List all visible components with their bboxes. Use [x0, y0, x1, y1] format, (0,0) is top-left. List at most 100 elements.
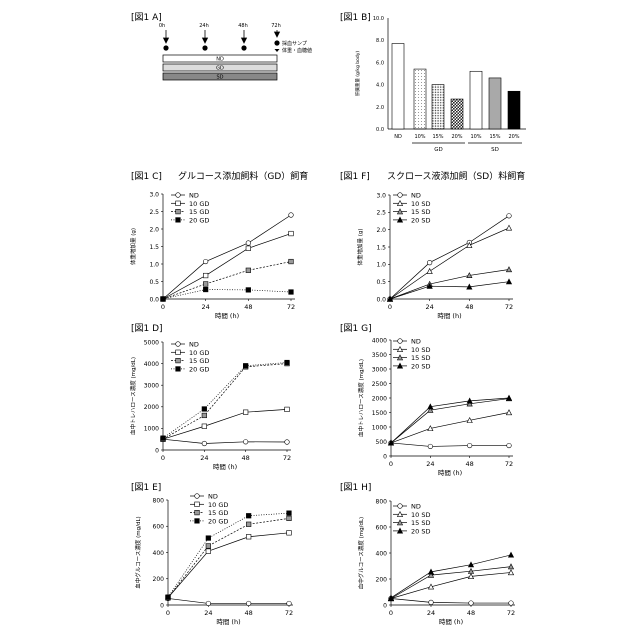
y-tick-label: 0	[383, 602, 387, 609]
data-point	[285, 440, 290, 445]
bar-sd-label: SD	[216, 75, 223, 81]
data-point	[287, 511, 292, 516]
panel-label-a: [図1 A]	[131, 12, 162, 23]
x-tick-label: 0	[166, 609, 170, 617]
legend-label: ND	[208, 493, 218, 501]
data-point	[506, 225, 511, 230]
x-tick-label: ND	[394, 134, 402, 140]
data-point	[246, 268, 251, 273]
data-point	[289, 259, 294, 264]
legend-label: 20 SD	[411, 527, 430, 535]
data-point	[161, 436, 166, 441]
data-point	[195, 502, 200, 507]
chart-e-glucose-gd: 02004006008000244872時間 (h)血中グルコース濃度 (mg/…	[134, 493, 293, 627]
y-tick-label: 1.5	[149, 244, 159, 251]
y-tick-label: 2000	[144, 404, 159, 411]
y-tick-label: 400	[153, 550, 165, 557]
y-tick-label: 800	[153, 497, 165, 504]
y-axis-label: 血中グルコース濃度 (mg/dL)	[134, 516, 142, 588]
data-point	[428, 444, 433, 449]
sampling-dots	[163, 40, 279, 50]
data-point	[246, 522, 251, 527]
x-tick-label: 24	[427, 609, 435, 617]
y-tick-label: 2000	[372, 395, 387, 402]
series-line	[390, 228, 509, 299]
y-tick-label: 0.0	[376, 127, 384, 133]
series-line	[163, 234, 291, 299]
x-tick-label: 0	[388, 303, 392, 311]
data-point	[195, 519, 200, 524]
data-point	[203, 287, 208, 292]
legend-label: ND	[411, 192, 421, 200]
panel-label-h: [図1 H]	[340, 482, 371, 493]
legend-label: 10 GD	[189, 200, 209, 208]
chart-h-glucose-sd: 02004006008000244872時間 (h)血中グルコース濃度 (mg/…	[357, 498, 515, 626]
data-point	[508, 570, 513, 575]
y-tick-label: 3.0	[149, 191, 159, 198]
x-tick-label: 15%	[489, 134, 500, 140]
legend-label: 15 SD	[411, 519, 430, 527]
legend-label: 10 GD	[208, 501, 228, 509]
y-tick-label: 2.0	[149, 226, 159, 233]
data-point	[507, 214, 512, 219]
y-tick-label: 3000	[144, 383, 159, 390]
x-tick-label: 24	[200, 454, 208, 462]
data-point	[246, 246, 251, 251]
series-line	[163, 439, 287, 443]
time-label-72h: 72h	[271, 23, 281, 29]
legend-label: 15 GD	[189, 208, 209, 216]
bar-gd-label: GD	[216, 66, 224, 72]
data-point	[206, 601, 211, 606]
time-arrows	[164, 30, 280, 43]
x-axis-label: 時間 (h)	[213, 463, 237, 471]
x-axis-label: 時間 (h)	[215, 312, 239, 320]
data-point	[246, 513, 251, 518]
data-point	[176, 350, 181, 355]
y-tick-label: 3.0	[376, 192, 386, 199]
data-point	[427, 260, 432, 265]
group-label: SD	[491, 147, 499, 153]
data-point	[398, 504, 403, 509]
data-point	[246, 288, 251, 293]
x-tick-label: 10%	[470, 134, 481, 140]
legend-dot-label: 採血サンプ	[282, 40, 307, 47]
y-axis-label: 血中グルコース濃度 (mg/dL)	[357, 517, 365, 589]
y-tick-label: 2.5	[149, 209, 159, 216]
data-point	[243, 410, 248, 415]
y-tick-label: 2.0	[376, 227, 386, 234]
y-tick-label: 5000	[144, 339, 159, 346]
chart-d-trehalose-gd: 0100020003000400050000244872時間 (h)血中トレハロ…	[129, 339, 291, 471]
y-tick-label: 800	[376, 498, 388, 505]
panel-label-g: [図1 G]	[340, 323, 372, 334]
y-tick-label: 4000	[144, 361, 159, 368]
y-tick-label: 1000	[144, 426, 159, 433]
legend-label: ND	[411, 503, 421, 511]
y-tick-label: 600	[376, 524, 388, 531]
panel-label-c: [図1 C]	[131, 171, 162, 182]
bar	[508, 91, 520, 129]
data-point	[506, 267, 511, 272]
x-axis-label: 時間 (h)	[439, 618, 463, 626]
y-tick-label: 0.5	[149, 279, 159, 286]
legend-label: 20 GD	[189, 365, 209, 373]
x-tick-label: 20%	[451, 134, 462, 140]
series-line	[391, 443, 509, 446]
data-point	[289, 213, 294, 218]
y-tick-label: 200	[153, 576, 165, 583]
y-tick-label: 0	[155, 447, 159, 454]
legend-arrow-label: 体重・血糖値	[282, 47, 312, 54]
bar	[392, 44, 404, 129]
y-tick-label: 2.5	[376, 210, 386, 217]
series-line	[163, 215, 291, 299]
data-point	[202, 407, 207, 412]
y-axis-label: 血中トレハロース濃度 (mg/dL)	[129, 357, 137, 435]
data-point	[203, 259, 208, 264]
series-line	[391, 573, 511, 599]
data-point	[429, 600, 434, 605]
x-tick-label: 48	[242, 454, 250, 462]
legend-label: 20 SD	[411, 362, 430, 370]
data-point	[176, 342, 181, 347]
series-line	[163, 363, 287, 439]
data-point	[206, 549, 211, 554]
data-point	[195, 510, 200, 515]
